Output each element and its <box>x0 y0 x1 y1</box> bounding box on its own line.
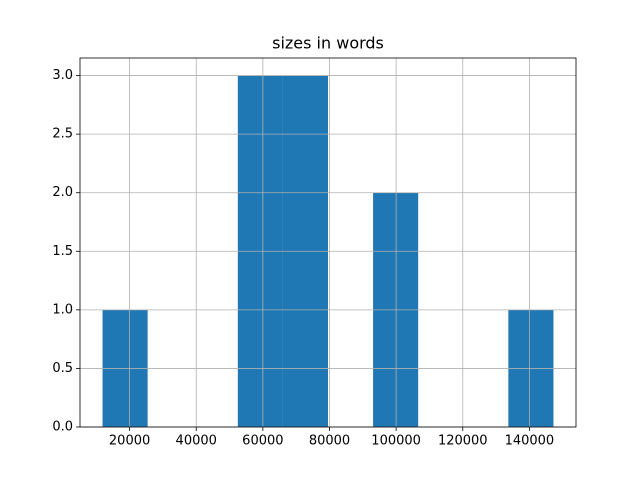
y-tick-label: 1.5 <box>52 244 73 259</box>
y-tick-label: 0.0 <box>52 420 73 435</box>
x-tick-label: 60000 <box>242 434 283 449</box>
x-tick-label: 100000 <box>371 434 421 449</box>
plot-frame <box>79 57 577 428</box>
y-tick-label: 0.5 <box>52 361 73 376</box>
x-tick-label: 140000 <box>505 434 555 449</box>
y-tick-label: 2.0 <box>52 185 73 200</box>
y-tick-label: 3.0 <box>52 68 73 83</box>
chart-title: sizes in words <box>272 34 384 53</box>
x-tick-label: 120000 <box>438 434 488 449</box>
y-tick-label: 1.0 <box>52 302 73 317</box>
x-tick-label: 40000 <box>176 434 217 449</box>
y-tick-label: 2.5 <box>52 127 73 142</box>
x-tick-label: 80000 <box>309 434 350 449</box>
x-tick-label: 20000 <box>109 434 150 449</box>
